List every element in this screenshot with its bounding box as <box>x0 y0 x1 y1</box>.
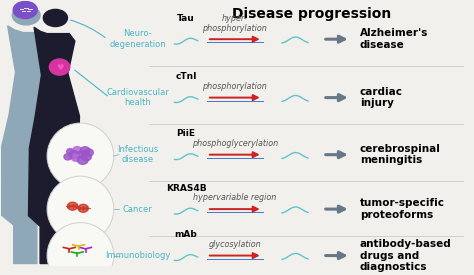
Text: cTnI: cTnI <box>175 72 197 81</box>
Text: Neuro-
degeneration: Neuro- degeneration <box>109 29 166 49</box>
Ellipse shape <box>67 202 78 210</box>
Text: antibody-based
drugs and
diagnostics: antibody-based drugs and diagnostics <box>360 239 452 272</box>
Text: phosphorylation: phosphorylation <box>202 82 267 91</box>
Ellipse shape <box>47 222 114 275</box>
Text: Cancer: Cancer <box>123 205 152 214</box>
Ellipse shape <box>47 176 114 242</box>
Ellipse shape <box>79 157 86 163</box>
Ellipse shape <box>82 148 89 153</box>
Text: hypervariable region: hypervariable region <box>193 193 276 202</box>
Ellipse shape <box>84 149 93 156</box>
Text: Infectious
disease: Infectious disease <box>117 145 158 164</box>
Ellipse shape <box>43 9 67 26</box>
Text: mAb: mAb <box>175 230 198 239</box>
Ellipse shape <box>64 154 71 159</box>
Text: Tau: Tau <box>177 14 195 23</box>
Ellipse shape <box>47 123 114 189</box>
Text: Cardiovascular
health: Cardiovascular health <box>106 88 169 107</box>
Ellipse shape <box>49 59 70 75</box>
Text: Alzheimer's
disease: Alzheimer's disease <box>360 28 428 50</box>
Ellipse shape <box>82 153 91 161</box>
Text: Disease progression: Disease progression <box>232 7 391 21</box>
Text: cardiac
injury: cardiac injury <box>360 87 403 108</box>
Ellipse shape <box>77 150 87 158</box>
Text: glycosylation: glycosylation <box>209 240 261 249</box>
Ellipse shape <box>71 152 77 157</box>
Text: hyper-
phosphorylation: hyper- phosphorylation <box>202 14 267 32</box>
Ellipse shape <box>66 148 74 155</box>
Polygon shape <box>0 26 52 263</box>
Text: PiiE: PiiE <box>177 129 196 138</box>
Text: phosphoglycerylation: phosphoglycerylation <box>191 139 278 148</box>
Ellipse shape <box>12 6 40 25</box>
Ellipse shape <box>78 204 88 212</box>
Polygon shape <box>28 27 80 263</box>
Ellipse shape <box>13 1 37 18</box>
Text: KRAS4B: KRAS4B <box>166 184 206 192</box>
Ellipse shape <box>71 154 81 162</box>
Text: Immunobiology: Immunobiology <box>105 251 170 260</box>
Ellipse shape <box>73 147 81 153</box>
Text: cerebrospinal
meningitis: cerebrospinal meningitis <box>360 144 441 166</box>
Text: tumor-specific
proteoforms: tumor-specific proteoforms <box>360 198 445 220</box>
Text: ♥: ♥ <box>56 63 64 72</box>
